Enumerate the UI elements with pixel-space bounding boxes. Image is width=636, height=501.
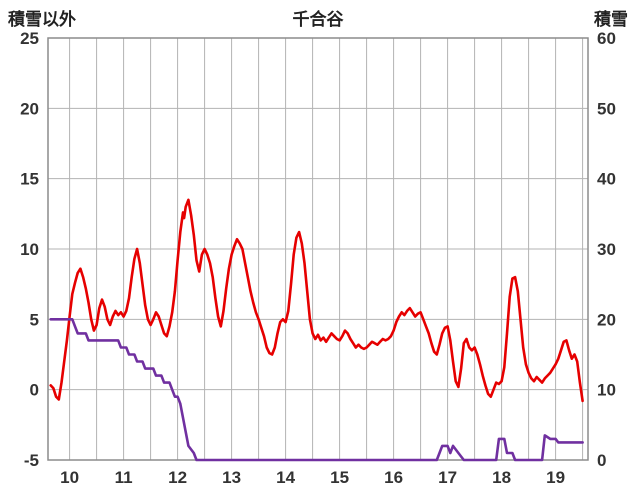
x-axis-tick: 17: [438, 468, 457, 487]
left-axis-label: 積雪以外: [8, 10, 76, 29]
x-axis-tick: 10: [60, 468, 79, 487]
x-axis-tick: 12: [168, 468, 187, 487]
chart-title: 千合谷: [292, 10, 344, 29]
right-axis-tick: 0: [597, 451, 606, 470]
right-axis-tick: 30: [597, 240, 616, 259]
x-axis-tick: 16: [384, 468, 403, 487]
left-axis-tick: 25: [20, 29, 39, 48]
right-axis-tick: 50: [597, 99, 616, 118]
left-axis-tick: -5: [24, 451, 39, 470]
left-axis-tick: 5: [30, 310, 39, 329]
left-axis-tick: 20: [20, 99, 39, 118]
right-axis-tick: 10: [597, 381, 616, 400]
right-axis-tick: 60: [597, 29, 616, 48]
red-line-series: [49, 198, 584, 403]
x-axis-tick: 19: [546, 468, 565, 487]
right-axis-tick: 40: [597, 170, 616, 189]
left-axis-tick: 15: [20, 170, 39, 189]
x-axis-tick: 14: [276, 468, 295, 487]
left-axis-tick: 10: [20, 240, 39, 259]
gridlines: [48, 38, 588, 460]
left-axis-tick: 0: [30, 381, 39, 400]
right-axis-label: 積雪: [594, 10, 628, 29]
axis-tick-labels: -5 0 5 10 15 20 25 0 10 20 30 40 50 60 10 11 12 13 14 15 16 1…: [20, 29, 616, 487]
x-axis-tick: 18: [492, 468, 511, 487]
purple-line-series: [49, 317, 584, 462]
x-axis-tick: 15: [330, 468, 349, 487]
x-axis-tick: 11: [115, 468, 133, 487]
x-axis-tick: 13: [222, 468, 241, 487]
right-axis-tick: 20: [597, 310, 616, 329]
